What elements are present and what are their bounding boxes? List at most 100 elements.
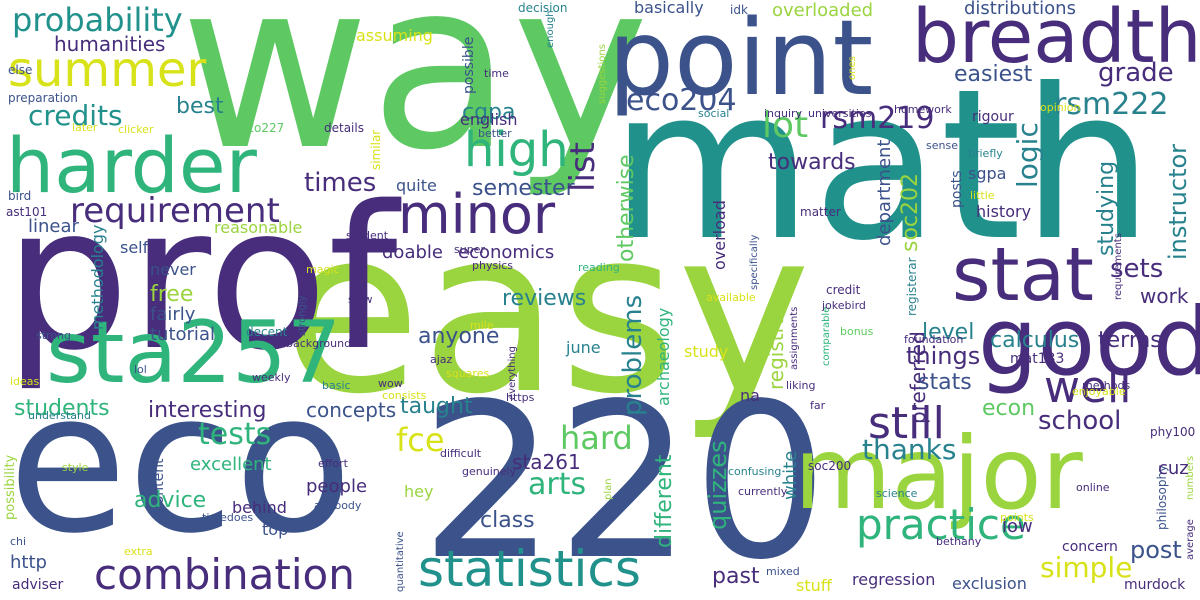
word-stuff: stuff xyxy=(796,576,832,595)
word-tutorial: tutorial xyxy=(150,324,215,345)
word-problems: problems xyxy=(618,294,648,416)
word-matter: matter xyxy=(800,205,841,219)
word-possible: possible xyxy=(461,36,477,94)
word-taught: taught xyxy=(400,394,473,419)
word-archaeology: archaeology xyxy=(654,307,673,406)
word-adviser: adviser xyxy=(12,577,64,593)
word-220: 220 xyxy=(420,358,829,600)
word-different: different xyxy=(652,454,677,548)
word-rsm219: rsm219 xyxy=(820,101,935,136)
word-prof: prof xyxy=(4,163,398,394)
word-fairly: fairly xyxy=(150,304,196,325)
word-concepts: concepts xyxy=(306,398,397,422)
word-student: student xyxy=(346,229,389,242)
word-behind: behind xyxy=(232,498,287,517)
word-physics: physics xyxy=(472,259,514,272)
word-arts: arts xyxy=(528,467,587,502)
word-methodology: methodology xyxy=(88,224,107,330)
word-comparable: comparable xyxy=(821,306,832,366)
word-cuz: cuz xyxy=(1158,458,1189,479)
word-registerar: registerar xyxy=(905,257,919,316)
word-basically: basically xyxy=(634,0,704,17)
word-plan: plan xyxy=(603,478,614,500)
word-anybody: anybody xyxy=(314,499,362,512)
word-clicker: clicker xyxy=(118,123,154,136)
word-hey: hey xyxy=(404,482,434,501)
word-briefly: briefly xyxy=(968,147,1003,160)
word-similar: similar xyxy=(369,129,383,170)
word-quantitative: quantitative xyxy=(395,531,406,592)
word-towards: towards xyxy=(768,150,856,175)
word-good: good xyxy=(978,288,1200,397)
word-strongly: strongly xyxy=(297,295,308,336)
word-things: things xyxy=(906,342,981,370)
word-breadth: breadth xyxy=(912,0,1200,80)
word-squares: squares xyxy=(446,367,490,380)
word-extra: extra xyxy=(124,545,153,558)
word-regression: regression xyxy=(852,570,936,589)
word-list: list xyxy=(563,142,603,192)
word-foundation: foundation xyxy=(904,333,964,346)
word-timedoes: timedoes xyxy=(202,511,254,524)
word-harder: harder xyxy=(6,121,257,210)
word-reading: reading xyxy=(578,261,620,274)
word-self: self xyxy=(120,238,149,257)
word-available: available xyxy=(706,291,756,304)
word-difficult: difficult xyxy=(440,447,482,460)
word-past: past xyxy=(712,564,760,589)
word-anyone: anyone xyxy=(418,324,500,349)
word-humanities: humanities xyxy=(54,32,166,56)
word-https: https xyxy=(506,391,535,404)
word-magic: magic xyxy=(306,263,340,276)
word-liking: liking xyxy=(786,379,816,392)
word-low: low xyxy=(1002,516,1033,537)
word-consists: consists xyxy=(382,389,427,402)
word-reasonable: reasonable xyxy=(214,218,303,237)
word-rsm222: rsm222 xyxy=(1054,87,1169,122)
word-hard: hard xyxy=(560,419,633,457)
word-effort: effort xyxy=(318,457,348,470)
word-soc200: soc200 xyxy=(808,459,852,473)
word-mixed: mixed xyxy=(766,565,800,578)
word-quite: quite xyxy=(396,176,437,195)
word-homework: homework xyxy=(894,103,952,116)
word-school: school xyxy=(1038,406,1122,436)
word-never: never xyxy=(150,260,196,279)
word-specifically: specifically xyxy=(749,234,760,290)
word-way: way xyxy=(180,0,650,201)
word-math: math xyxy=(610,45,1154,287)
word-time: time xyxy=(484,67,509,80)
word-methods: methods xyxy=(1082,379,1131,392)
word-linear: linear xyxy=(28,216,79,237)
word-understand: understand xyxy=(28,409,91,422)
word-advice: advice xyxy=(134,488,207,513)
word-otherwise: otherwise xyxy=(614,154,639,262)
word-thanks: thanks xyxy=(862,433,957,466)
word-eco227: eco227 xyxy=(240,121,285,135)
word-details: details xyxy=(324,121,364,135)
word-currently: currently xyxy=(738,485,788,498)
word-na: na xyxy=(740,386,760,405)
word-major: major xyxy=(794,415,1083,532)
word-post: post xyxy=(1130,536,1182,564)
word-else: else xyxy=(8,63,33,77)
word-free: free xyxy=(150,282,194,307)
word-best: best xyxy=(176,94,224,119)
word-instructor: instructor xyxy=(1164,143,1192,260)
word-enough: enough xyxy=(545,10,556,48)
word-stats: stats xyxy=(918,370,972,395)
word-bonus: bonus xyxy=(840,325,874,338)
word-sta257: sta257 xyxy=(46,303,342,403)
word-requirement: requirement xyxy=(70,191,280,231)
word-enjoyable: enjoyable xyxy=(1072,385,1126,398)
word-ones: ones xyxy=(847,56,858,80)
word-basic: basic xyxy=(322,379,351,392)
word-reviews: reviews xyxy=(502,286,587,311)
word-little: little xyxy=(970,189,995,202)
word-super: super xyxy=(454,243,485,256)
word-assuming: assuming xyxy=(356,26,433,45)
word-average: average xyxy=(1185,519,1196,560)
word-inquiry: inquiry xyxy=(764,107,803,120)
word-genuinely: genuinely xyxy=(462,465,517,478)
word-calculus: calculus xyxy=(990,328,1080,353)
